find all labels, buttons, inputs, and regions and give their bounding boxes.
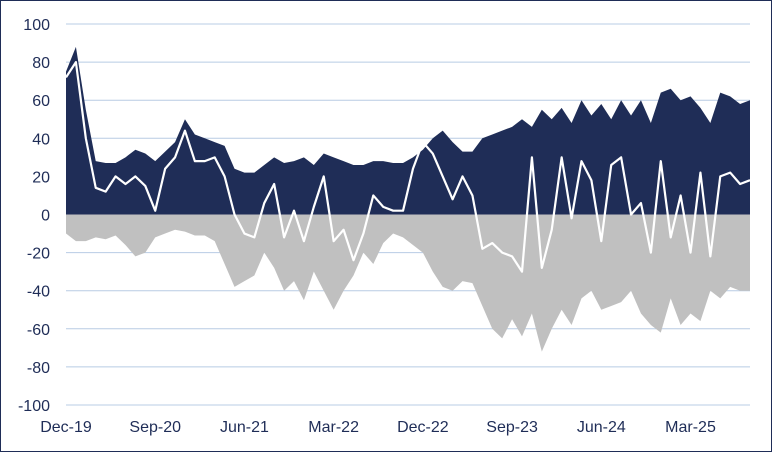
x-tick-label: Dec-19 — [40, 419, 92, 436]
y-tick-label: -80 — [27, 360, 50, 377]
y-tick-label: -60 — [27, 322, 50, 339]
series-negative-area — [66, 214, 750, 352]
x-tick-label: Sep-23 — [486, 419, 538, 436]
y-tick-label: 100 — [23, 17, 50, 34]
x-tick-label: Mar-25 — [665, 419, 716, 436]
y-tick-label: 40 — [32, 131, 50, 148]
x-tick-label: Sep-20 — [129, 419, 181, 436]
x-tick-label: Jun-24 — [577, 419, 626, 436]
y-tick-labels: 100 80 60 40 20 0 -20 -40 -60 -80 -100 — [18, 17, 50, 415]
y-tick-label: 60 — [32, 93, 50, 110]
area-layer — [66, 46, 750, 352]
y-tick-label: 80 — [32, 55, 50, 72]
y-tick-label: 20 — [32, 169, 50, 186]
y-tick-label: -100 — [18, 398, 50, 415]
x-tick-labels: Dec-19 Sep-20 Jun-21 Mar-22 Dec-22 Sep-23 Jun-… — [40, 419, 716, 436]
x-tick-label: Dec-22 — [397, 419, 449, 436]
y-tick-label: 0 — [41, 208, 50, 225]
y-tick-label: -40 — [27, 284, 50, 301]
series-net-line — [65, 61, 751, 273]
line-layer — [65, 61, 751, 273]
x-tick-label: Jun-21 — [220, 419, 269, 436]
x-tick-label: Mar-22 — [308, 419, 359, 436]
y-tick-label: -20 — [27, 246, 50, 263]
